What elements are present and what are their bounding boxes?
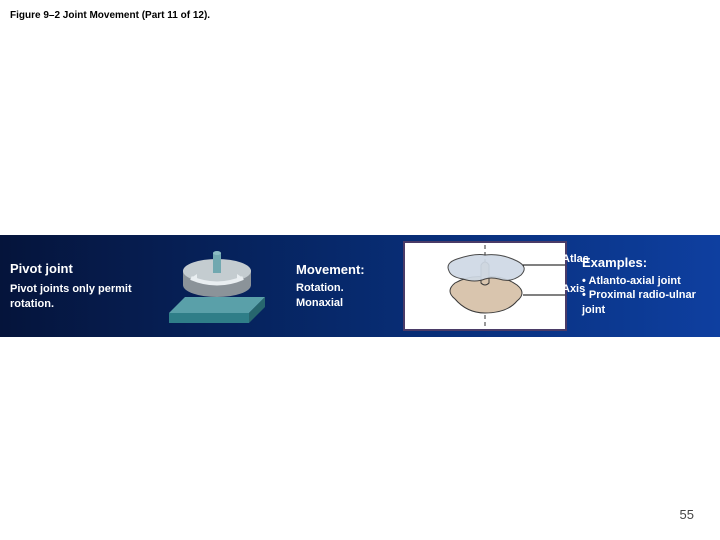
anatomy-block xyxy=(398,237,572,335)
example-item: • Atlanto-axial joint xyxy=(582,274,710,288)
examples-heading: Examples: xyxy=(582,255,710,270)
slide-number: 55 xyxy=(680,507,694,522)
movement-heading: Movement: xyxy=(296,262,388,277)
anatomy-svg xyxy=(405,243,565,329)
atlas-label: Atlas xyxy=(562,253,589,265)
examples-list: • Atlanto-axial joint • Proximal radio-u… xyxy=(582,274,710,317)
disc-diagram xyxy=(157,243,277,329)
slide-page: Figure 9–2 Joint Movement (Part 11 of 12… xyxy=(0,0,720,540)
axis-label: Axis xyxy=(562,283,585,295)
base-top xyxy=(169,297,265,313)
figure-caption: Figure 9–2 Joint Movement (Part 11 of 12… xyxy=(10,10,210,21)
disc-svg xyxy=(157,243,277,329)
movement-text: Rotation. Monaxial xyxy=(296,281,388,310)
pivot-peg xyxy=(213,253,221,273)
anatomy-box xyxy=(403,241,567,331)
atlas-bone xyxy=(448,255,524,282)
content-band: Pivot joint Pivot joints only permit rot… xyxy=(0,235,720,337)
base-front xyxy=(169,313,249,323)
joint-title: Pivot joint xyxy=(10,261,138,276)
pivot-peg-top xyxy=(213,251,221,255)
examples-block: Examples: • Atlanto-axial joint • Proxim… xyxy=(572,247,720,325)
joint-title-block: Pivot joint Pivot joints only permit rot… xyxy=(0,253,148,319)
disc-diagram-block xyxy=(148,235,286,337)
movement-block: Movement: Rotation. Monaxial xyxy=(286,254,398,318)
example-item: • Proximal radio-ulnar joint xyxy=(582,288,710,317)
joint-description: Pivot joints only permit rotation. xyxy=(10,282,138,311)
